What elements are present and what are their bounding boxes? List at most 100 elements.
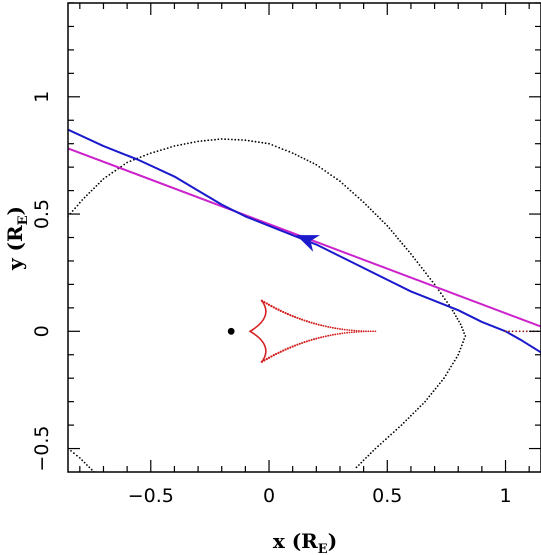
curve-dot (347, 187, 349, 190)
curve-dot (457, 353, 460, 356)
curve-dot (372, 450, 374, 452)
caustic-dot (270, 304, 273, 308)
caustic-dot (336, 327, 339, 330)
caustic-dot (360, 330, 363, 333)
curve-dot (362, 201, 365, 204)
curve-dot (100, 180, 102, 183)
curve-dot (382, 440, 385, 443)
curve-dot (416, 261, 419, 264)
curve-dot (446, 301, 448, 303)
x-tick-label: 0 (263, 485, 275, 507)
caustic-dot (322, 324, 325, 327)
y-tick-label: 0.5 (31, 199, 53, 229)
curve-dot (105, 175, 108, 178)
caustic-dot (277, 308, 280, 311)
curve-dot (231, 138, 233, 141)
caustic-dot (310, 338, 313, 341)
curve-dot (173, 145, 176, 147)
curve-dot (405, 247, 408, 250)
curve-dot (224, 138, 227, 141)
caustic-dot (343, 332, 346, 334)
curve-dot (264, 142, 267, 145)
curve-dot (443, 377, 445, 380)
curve-dot (407, 250, 410, 253)
curve-dot (460, 326, 463, 329)
caustic-dot (293, 344, 297, 347)
caustic-dot (358, 330, 360, 333)
dotted-curve-1 (68, 447, 95, 472)
curve-dot (431, 280, 434, 283)
curve-dot (227, 138, 230, 141)
curve-dot (129, 160, 132, 163)
axis-ticks (68, 2, 541, 472)
curve-dot (344, 185, 347, 187)
curve-dot (86, 464, 88, 466)
caustic-dot (348, 331, 351, 334)
curve-dot (73, 452, 75, 455)
curve-dot (453, 312, 456, 315)
curve-dot (76, 204, 79, 207)
caustic-dot (334, 333, 337, 336)
caustic-dot (365, 330, 367, 333)
caustic-dot (327, 334, 330, 337)
caustic-dot (322, 335, 325, 338)
caustic-dot (346, 329, 348, 331)
curve-dot (369, 452, 372, 455)
caustic-dot (315, 322, 318, 326)
caustic-dot (289, 346, 292, 349)
caustic-dot (291, 315, 294, 318)
curve-dot (95, 185, 98, 187)
caustic-dot (310, 321, 313, 324)
curve-dot (397, 237, 399, 240)
curve-dot (433, 283, 436, 286)
curve-dot (70, 450, 72, 452)
curve-dot (156, 150, 159, 153)
curve-dot (78, 201, 81, 204)
curve-dot (400, 424, 403, 426)
curve-dot (372, 210, 374, 213)
curve-dot (518, 330, 521, 333)
curve-dot (452, 362, 454, 365)
curve-dot (108, 173, 111, 176)
caustic-dot (296, 316, 299, 319)
curve-dot (515, 330, 518, 333)
caustic-dot (291, 345, 294, 348)
curve-dot (422, 269, 425, 272)
x-tick-label: 1 (499, 485, 511, 507)
caustic-dot (282, 349, 285, 352)
curve-dot (234, 138, 237, 141)
curve-dot (330, 174, 332, 177)
curve-dot (459, 323, 462, 326)
curve-dot (424, 400, 426, 403)
curve-dot (143, 154, 145, 157)
curve-dot (369, 208, 372, 211)
curve-dot (97, 182, 100, 185)
curve-dot (306, 159, 309, 162)
curve-dot (412, 255, 414, 258)
y-tick-label: −0.5 (31, 425, 53, 471)
curve-dot (362, 459, 365, 462)
curve-dot (309, 161, 312, 163)
curve-dot (367, 454, 370, 457)
curve-dot (463, 332, 465, 334)
curve-dot (187, 142, 189, 145)
curve-dot (464, 335, 467, 337)
caustic-dot (274, 307, 278, 310)
caustic-dot (339, 332, 341, 335)
caustic-dot (267, 356, 271, 359)
caustic-dot (308, 320, 311, 324)
curve-dot (268, 142, 270, 145)
curve-dot (439, 292, 442, 295)
curve-dot (438, 382, 441, 385)
curve-dot (376, 215, 379, 218)
caustic-dot (270, 355, 273, 358)
caustic-dot (265, 302, 268, 305)
caustic-dot (362, 330, 365, 333)
curve-dot (525, 330, 528, 333)
curve-dot (401, 242, 404, 245)
curve-dot (336, 178, 338, 181)
curve-dot (388, 227, 391, 230)
caustic-dot (263, 301, 266, 304)
caustic-dot (341, 332, 344, 335)
